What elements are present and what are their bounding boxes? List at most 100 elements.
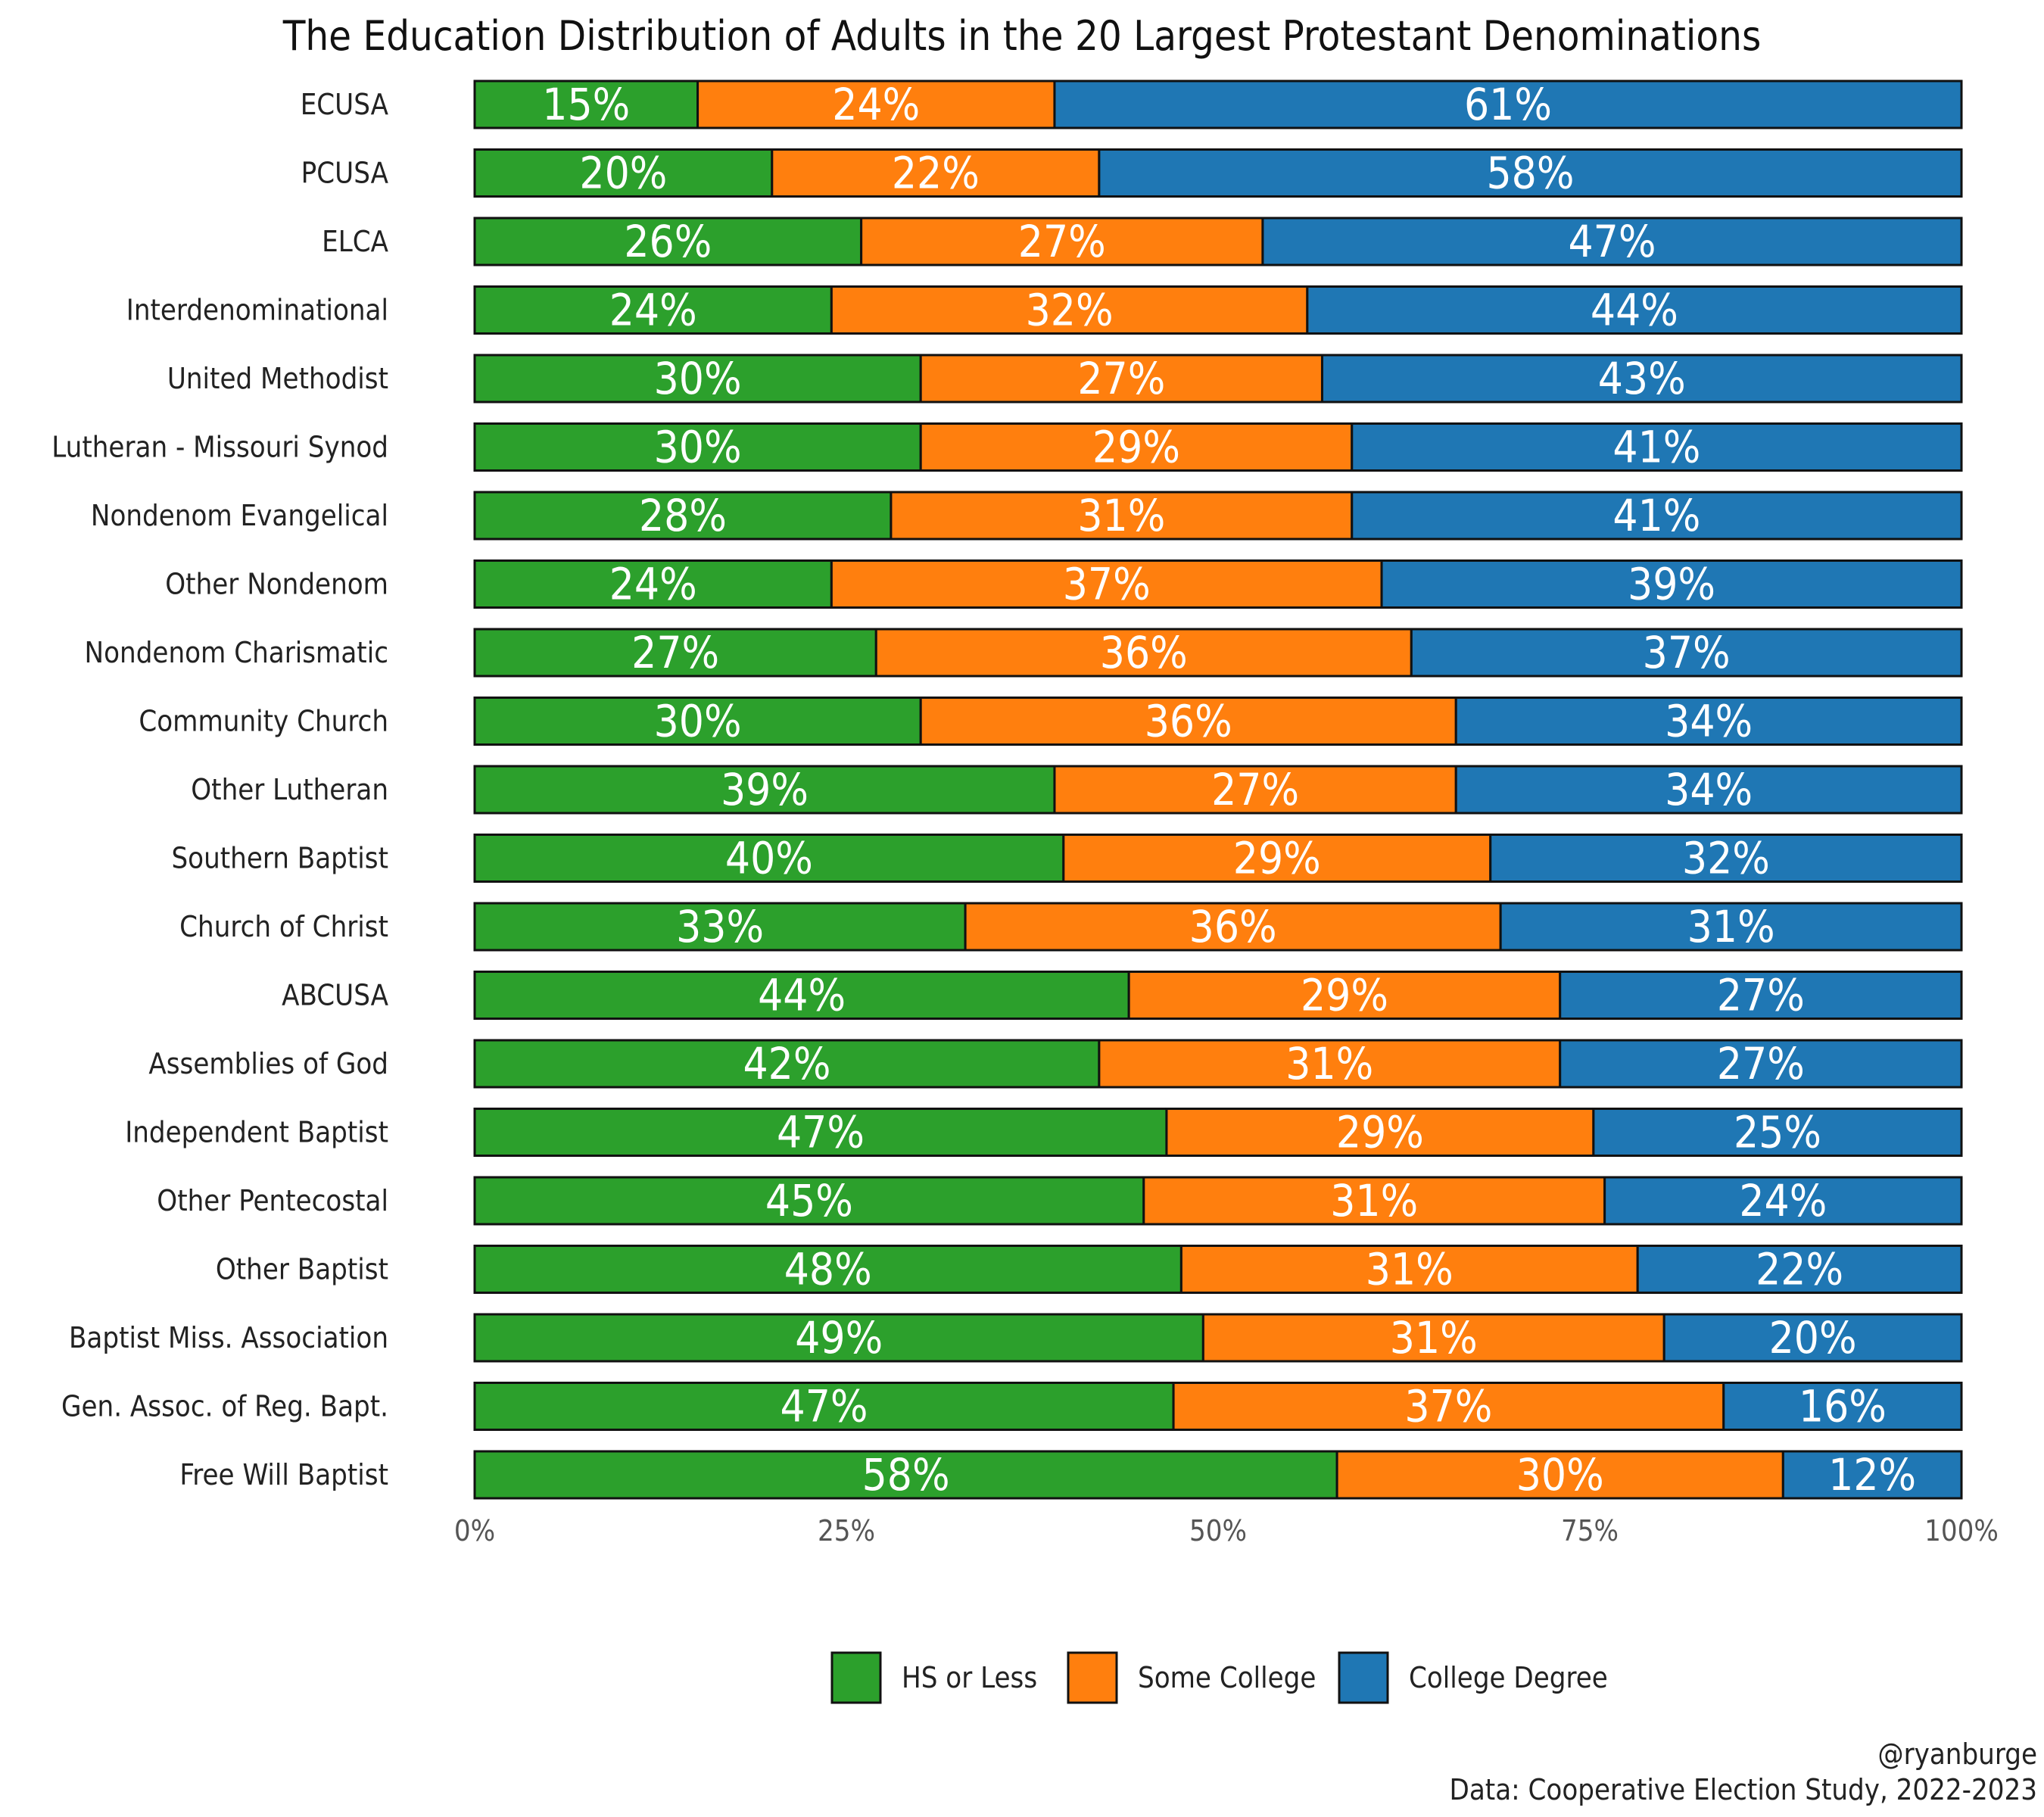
data-label: 32%: [1026, 285, 1114, 336]
bar-segment-some-college: [771, 148, 1101, 198]
bar-segment-college-degree: [1592, 1108, 1963, 1157]
legend-swatch: [1067, 1651, 1118, 1704]
bar-row: Gen. Assoc. of Reg. Bapt. 47% 37% 16%: [61, 1381, 1963, 1432]
data-label: 30%: [654, 353, 742, 404]
data-label: 37%: [1063, 559, 1151, 610]
data-label: 27%: [631, 627, 719, 678]
bar-row: Nondenom Evangelical 28% 31% 41%: [91, 490, 1963, 541]
data-label: 27%: [1717, 1038, 1805, 1089]
category-label: Southern Baptist: [171, 842, 388, 875]
bar-segment-some-college: [919, 354, 1323, 404]
data-label: 25%: [1734, 1107, 1821, 1158]
data-label: 29%: [1092, 422, 1180, 473]
data-label: 27%: [1717, 970, 1805, 1021]
data-label: 34%: [1665, 696, 1753, 747]
bar-row: Church of Christ 33% 36% 31%: [179, 901, 1963, 952]
bar-row: Lutheran - Missouri Synod 30% 29% 41%: [51, 422, 1963, 473]
bar-segment-hs-or-less: [473, 559, 833, 609]
data-label: 30%: [654, 422, 742, 473]
bar-segment-some-college: [890, 491, 1354, 541]
category-label: Lutheran - Missouri Synod: [51, 431, 388, 464]
x-tick-label: 50%: [1189, 1514, 1247, 1547]
data-label: 24%: [1739, 1175, 1827, 1226]
bar-segment-college-degree: [1489, 834, 1963, 883]
bar-row: Assemblies of God 42% 31% 27%: [148, 1038, 1963, 1089]
bar-segment-some-college: [860, 217, 1264, 266]
data-label: 34%: [1665, 764, 1753, 815]
bar-segment-college-degree: [1410, 628, 1963, 678]
data-label: 27%: [1077, 353, 1165, 404]
x-tick-label: 100%: [1924, 1514, 1999, 1547]
chart-title: The Education Distribution of Adults in …: [282, 12, 1762, 60]
bar-segment-hs-or-less: [473, 1313, 1204, 1363]
bar-segment-college-degree: [1351, 491, 1963, 541]
data-label: 30%: [1516, 1449, 1604, 1501]
category-label: Independent Baptist: [125, 1116, 388, 1149]
category-label: ELCA: [322, 225, 389, 258]
bar-segment-hs-or-less: [473, 834, 1065, 883]
bar-segment-hs-or-less: [473, 491, 893, 541]
legend-swatch: [1338, 1651, 1389, 1704]
data-label: 31%: [1687, 901, 1775, 952]
category-label: Interdenominational: [126, 294, 388, 327]
legend-label: HS or Less: [902, 1661, 1037, 1694]
bar-segment-hs-or-less: [473, 217, 863, 266]
bar-segment-college-degree: [1499, 902, 1963, 952]
data-label: 29%: [1336, 1107, 1424, 1158]
data-label: 47%: [781, 1381, 868, 1432]
bar-row: ECUSA 15% 24% 61%: [301, 79, 1963, 130]
category-label: Free Will Baptist: [179, 1458, 388, 1491]
bar-segment-college-degree: [1636, 1245, 1963, 1294]
bar-segment-hs-or-less: [473, 902, 967, 952]
bar-segment-some-college: [1165, 1108, 1595, 1157]
data-label: 22%: [892, 148, 980, 199]
data-label: 49%: [795, 1312, 883, 1364]
bar-segment-hs-or-less: [473, 1450, 1338, 1500]
data-label: 27%: [1018, 216, 1106, 267]
bar-segment-college-degree: [1261, 217, 1963, 266]
bar-row: PCUSA 20% 22% 58%: [301, 148, 1963, 199]
data-label: 15%: [542, 79, 630, 130]
data-label: 44%: [1591, 285, 1678, 336]
data-label: 24%: [609, 559, 697, 610]
bar-row: Free Will Baptist 58% 30% 12%: [179, 1449, 1963, 1501]
bar-segment-some-college: [964, 902, 1502, 952]
bar-segment-college-degree: [1559, 1039, 1963, 1089]
bar-segment-college-degree: [1380, 559, 1963, 609]
legend-swatch: [830, 1651, 882, 1704]
bar-segment-college-degree: [1320, 354, 1963, 404]
bar-segment-college-degree: [1662, 1313, 1963, 1363]
data-label: 41%: [1612, 422, 1700, 473]
data-label: 40%: [725, 833, 813, 884]
data-label: 31%: [1390, 1312, 1478, 1364]
bar-segment-college-degree: [1351, 422, 1963, 472]
category-label: Nondenom Charismatic: [85, 636, 388, 669]
bar-segment-some-college: [696, 79, 1056, 129]
data-label: 16%: [1799, 1381, 1887, 1432]
data-label: 24%: [832, 79, 920, 130]
data-label: 47%: [1568, 216, 1656, 267]
data-label: 39%: [721, 764, 809, 815]
legend-label: Some College: [1138, 1661, 1316, 1694]
legend-label: College Degree: [1409, 1661, 1608, 1694]
data-label: 20%: [1769, 1312, 1857, 1364]
category-label: United Methodist: [167, 362, 388, 395]
bar-segment-college-degree: [1781, 1450, 1963, 1500]
category-label: Other Pentecostal: [157, 1184, 388, 1217]
data-label: 31%: [1366, 1244, 1454, 1295]
bar-segment-some-college: [1201, 1313, 1665, 1363]
data-label: 32%: [1682, 833, 1770, 884]
data-label: 48%: [784, 1244, 872, 1295]
category-label: Gen. Assoc. of Reg. Bapt.: [61, 1390, 388, 1423]
data-label: 22%: [1756, 1244, 1843, 1295]
bar-segment-some-college: [1062, 834, 1492, 883]
data-label: 36%: [1100, 627, 1188, 678]
x-tick-label: 0%: [454, 1514, 495, 1547]
data-label: 45%: [765, 1175, 853, 1226]
data-label: 29%: [1233, 833, 1321, 884]
bar-segment-college-degree: [1454, 697, 1963, 746]
bar-segment-hs-or-less: [473, 422, 922, 472]
category-label: ECUSA: [301, 88, 389, 121]
data-label: 47%: [777, 1107, 865, 1158]
